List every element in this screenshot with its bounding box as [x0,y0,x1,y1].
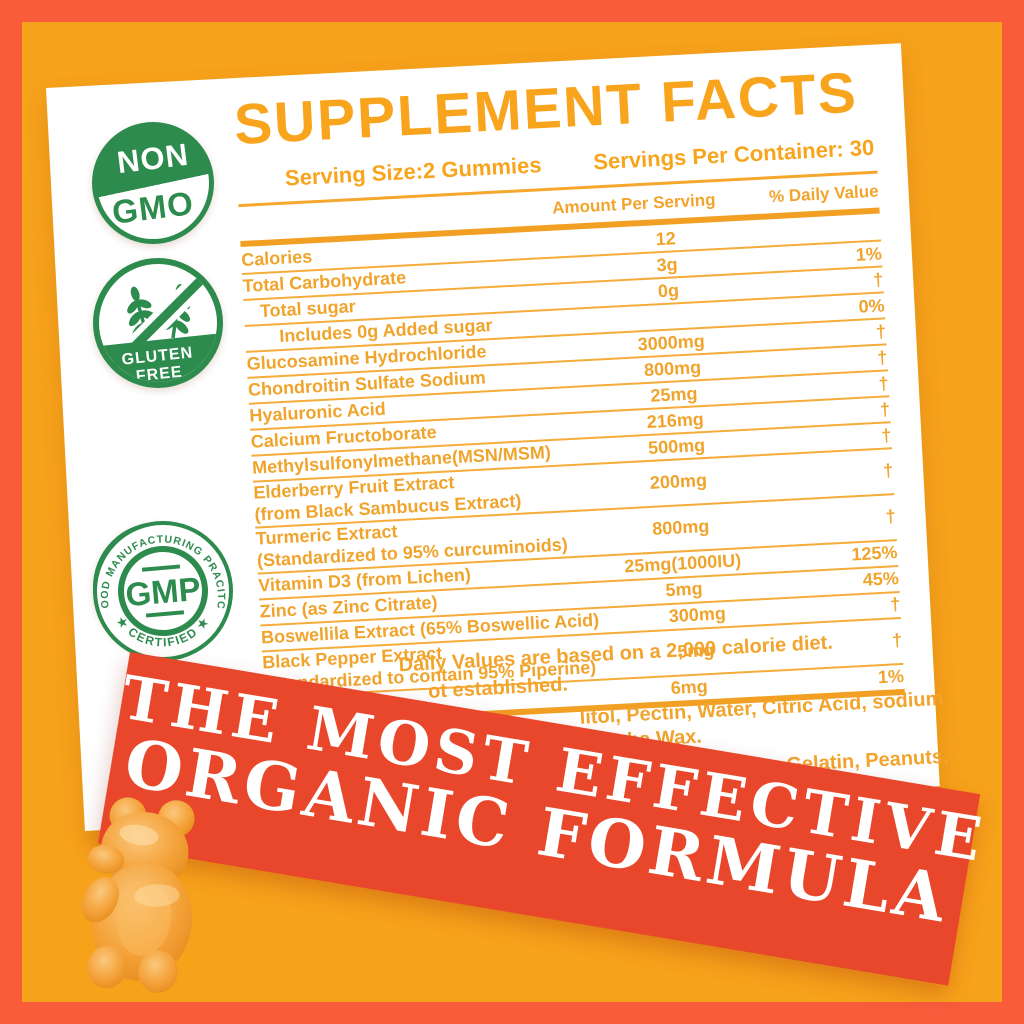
serving-size: Serving Size:2 Gummies [284,152,543,191]
nutrient-daily-value: † [885,506,897,527]
nutrient-daily-value: † [882,460,894,482]
nutrient-amount: 800mg [651,516,710,540]
gmp-badge: GOOD MANUFACTURING PRACITCE ★ CERTIFIED … [87,511,234,662]
gluten-free-badge: GLUTEN FREE [93,258,223,388]
nutrient-daily-value: † [889,594,901,615]
nutrient-amount: 200mg [649,470,708,494]
nutrient-daily-value: 45% [862,568,900,591]
nutrient-daily-value: † [876,346,888,368]
nutrient-amount [565,310,801,322]
nutrient-daily-value: † [878,372,890,394]
nutrient-daily-value: † [872,268,884,290]
nutrient-daily-value: 125% [850,542,898,565]
nutrient-daily-value: 0% [857,294,886,317]
nutrient-daily-value [797,228,881,232]
non-gmo-badge: NON GMO [92,122,214,244]
non-gmo-top-label: NON [115,136,191,181]
gummy-bear-image [40,788,240,1000]
nutrient-daily-value: † [891,630,903,651]
nutrient-daily-value: 1% [877,666,905,688]
nutrient-daily-value: 1% [855,242,883,265]
gummy-bear-icon [81,797,195,993]
nutrient-daily-value: † [879,398,891,420]
nutrient-daily-value: † [880,424,892,446]
nutrient-daily-value: † [875,320,887,342]
gmp-center-text: GMP [124,570,202,613]
non-gmo-bottom-label: GMO [110,184,196,231]
gmp-seal-icon: GOOD MANUFACTURING PRACITCE ★ CERTIFIED … [87,511,233,661]
column-daily-value: % Daily Value [768,181,880,207]
panel-content: SUPPLEMENT FACTS Serving Size:2 Gummies … [232,53,905,729]
servings-per-container: Servings Per Container: 30 [592,134,875,175]
